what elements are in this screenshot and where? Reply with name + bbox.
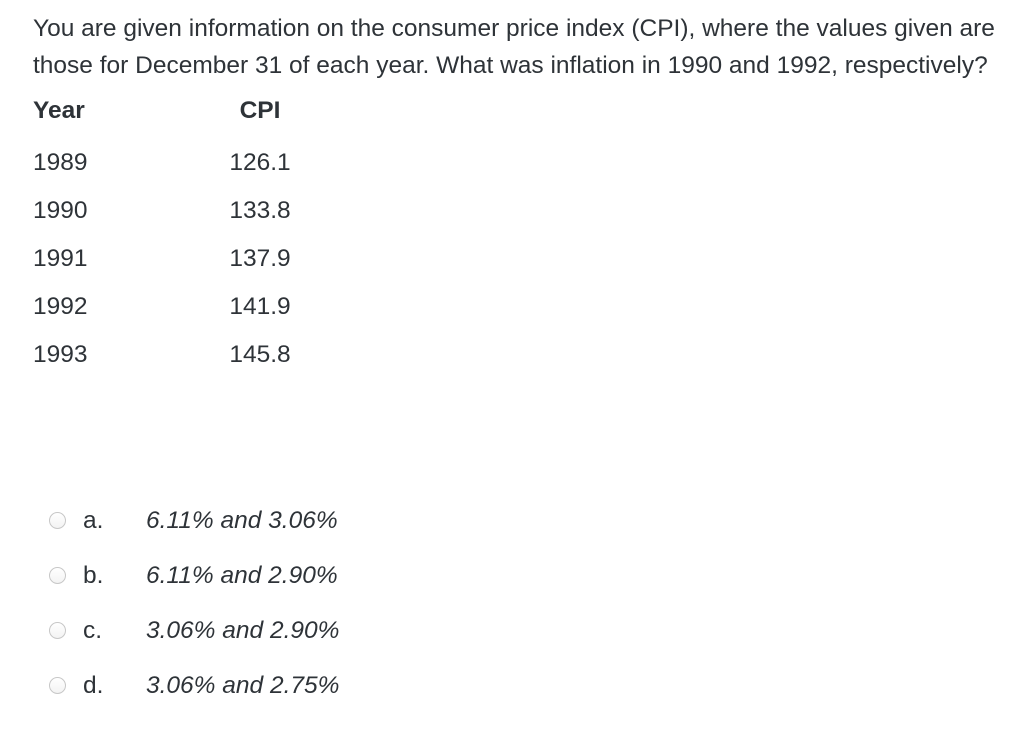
option-letter: a.	[83, 506, 104, 534]
table-cell-cpi: 126.1	[229, 149, 291, 176]
cpi-table: Year CPI 1989 126.1 1990 133.8 1991 137.…	[33, 87, 320, 379]
table-cell-year: 1990	[33, 197, 88, 224]
answer-option-c[interactable]: c. 3.06% and 2.90%	[49, 603, 339, 658]
option-letter: c.	[83, 616, 103, 644]
option-text: 6.11% and 2.90%	[146, 561, 338, 589]
table-cell-cpi: 141.9	[229, 293, 291, 320]
table-row: 1989 126.1	[33, 139, 320, 187]
table-cell-year: 1993	[33, 341, 88, 368]
question-line: You are given information on the consume…	[33, 15, 995, 42]
table-cell-cpi: 137.9	[229, 245, 291, 272]
radio-button[interactable]	[49, 622, 66, 639]
answer-option-b[interactable]: b. 6.11% and 2.90%	[49, 548, 339, 603]
option-text: 3.06% and 2.90%	[146, 616, 340, 644]
question-text: You are given information on the consume…	[33, 10, 1024, 84]
table-cell-cpi: 133.8	[229, 197, 291, 224]
radio-button[interactable]	[49, 567, 66, 584]
answer-options: a. 6.11% and 3.06% b. 6.11% and 2.90% c.…	[49, 493, 339, 713]
table-row: 1992 141.9	[33, 283, 320, 331]
option-text: 6.11% and 3.06%	[146, 506, 338, 534]
table-row: 1990 133.8	[33, 187, 320, 235]
table-cell-cpi: 145.8	[229, 341, 291, 368]
radio-button[interactable]	[49, 677, 66, 694]
option-letter: d.	[83, 671, 104, 699]
table-row: 1991 137.9	[33, 235, 320, 283]
question-line: those for December 31 of each year. What…	[33, 52, 988, 79]
radio-button[interactable]	[49, 512, 66, 529]
table-row: 1993 145.8	[33, 331, 320, 379]
answer-option-d[interactable]: d. 3.06% and 2.75%	[49, 658, 339, 713]
table-header-cpi: CPI	[239, 97, 281, 124]
table-cell-year: 1992	[33, 293, 88, 320]
option-text: 3.06% and 2.75%	[146, 671, 340, 699]
table-header-row: Year CPI	[33, 87, 320, 135]
table-header-year: Year	[33, 97, 85, 124]
answer-option-a[interactable]: a. 6.11% and 3.06%	[49, 493, 339, 548]
option-letter: b.	[83, 561, 104, 589]
table-cell-year: 1991	[33, 245, 88, 272]
table-cell-year: 1989	[33, 149, 88, 176]
